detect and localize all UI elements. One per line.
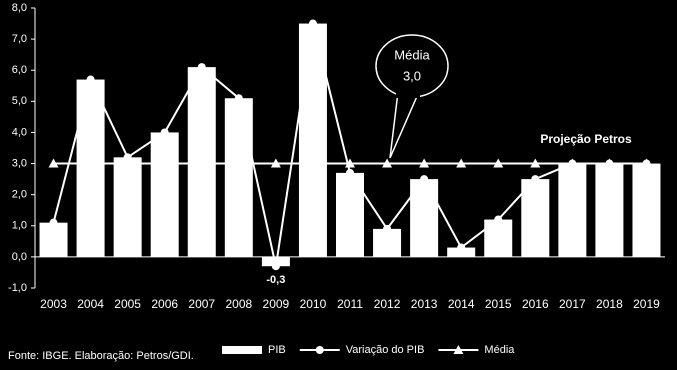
marker (494, 215, 503, 224)
x-tick-label: 2016 (522, 297, 549, 311)
x-tick-label: 2008 (225, 297, 252, 311)
x-tick-label: 2015 (485, 297, 512, 311)
callout-tail (389, 91, 419, 159)
bar (373, 228, 402, 257)
marker (346, 168, 354, 177)
x-tick-label: 2012 (374, 297, 401, 311)
source-note: Fonte: IBGE. Elaboração: Petros/GDI. (8, 350, 194, 362)
marker (271, 262, 280, 271)
bar (521, 179, 550, 257)
marker (419, 158, 430, 168)
marker (86, 75, 95, 84)
x-tick-label: 2018 (596, 297, 623, 311)
y-tick-label: 8,0 (12, 2, 27, 14)
marker (159, 158, 170, 168)
x-tick-label: 2009 (263, 297, 290, 311)
x-tick-label: 2017 (559, 297, 586, 311)
marker (457, 243, 466, 252)
marker (160, 128, 169, 137)
marker (123, 153, 132, 162)
y-tick-label: 7,0 (12, 33, 27, 45)
bar (484, 219, 513, 257)
marker (196, 158, 207, 168)
y-tick-label: 0,0 (12, 251, 27, 263)
x-tick-label: 2005 (114, 297, 141, 311)
legend-swatch (222, 346, 262, 354)
marker (382, 158, 393, 168)
legend-marker (315, 346, 324, 354)
y-tick-label: 4,0 (12, 126, 27, 138)
marker (530, 158, 541, 168)
marker (308, 19, 317, 28)
annotation: Projeção Petros (540, 132, 632, 146)
x-tick-label: 2011 (337, 297, 363, 311)
bar (336, 172, 364, 257)
marker (456, 158, 467, 168)
y-tick-label: 1,0 (12, 220, 27, 232)
marker (567, 158, 578, 168)
marker (48, 158, 59, 168)
bar (447, 247, 476, 257)
y-tick-label: 3,0 (12, 157, 27, 169)
y-tick-label: -1,0 (8, 282, 27, 294)
callout-title: Média (394, 47, 430, 62)
callout-bubble (375, 34, 449, 98)
x-tick-label: 2007 (188, 297, 215, 311)
y-tick-label: 6,0 (12, 64, 27, 76)
legend-label: PIB (268, 344, 286, 356)
bar (76, 79, 105, 257)
callout-join (396, 88, 420, 98)
marker (122, 158, 133, 168)
x-tick-label: 2014 (448, 297, 475, 311)
marker (420, 175, 429, 184)
bar (298, 23, 327, 257)
bar (632, 163, 661, 257)
x-tick-label: 2013 (411, 297, 438, 311)
data-label: -0,3 (266, 274, 285, 286)
marker (307, 158, 318, 168)
marker (49, 218, 58, 227)
marker (270, 158, 281, 168)
bar (595, 163, 624, 257)
marker (493, 158, 504, 168)
plot-layer: -1,0 0,0 1,0 2,0 3,0 4,0 5,0 6,0 7,0 8,0 2003 2004 2… (8, 2, 665, 311)
bar (558, 163, 587, 257)
marker (641, 158, 652, 168)
y-tick-label: 2,0 (12, 189, 27, 201)
bar (224, 98, 253, 257)
marker (531, 175, 540, 184)
marker (345, 158, 355, 168)
bar (150, 132, 179, 257)
marker (604, 158, 615, 168)
bar (113, 157, 142, 257)
y-tick-label: 5,0 (12, 95, 27, 107)
x-tick-label: 2019 (633, 297, 660, 311)
marker (233, 158, 244, 168)
x-tick-label: 2003 (40, 297, 67, 311)
bar (39, 222, 68, 257)
callout-value: 3,0 (403, 68, 421, 83)
legend-label: Média (484, 344, 515, 356)
legend-marker (453, 345, 464, 354)
marker (234, 94, 243, 103)
x-tick-label: 2004 (77, 297, 104, 311)
marker (85, 158, 96, 168)
x-tick-label: 2006 (151, 297, 178, 311)
legend-label: Variação do PIB (346, 344, 425, 356)
marker (197, 63, 206, 72)
marker (383, 224, 392, 233)
x-tick-label: 2010 (300, 297, 327, 311)
